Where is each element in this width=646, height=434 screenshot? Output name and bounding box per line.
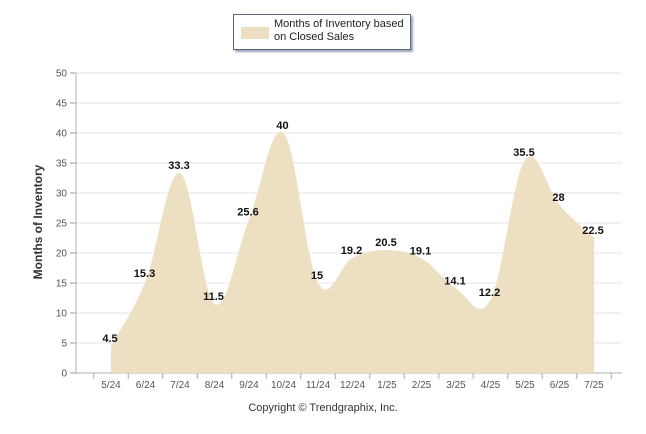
y-tick-label: 25 <box>56 219 68 230</box>
data-label: 25.6 <box>237 206 258 218</box>
x-tick-label: 1/25 <box>377 380 397 391</box>
x-tick-label: 8/24 <box>205 380 225 391</box>
data-label: 11.5 <box>203 291 224 303</box>
y-tick-label: 35 <box>56 159 68 170</box>
x-tick-label: 6/24 <box>136 380 156 391</box>
data-label: 40 <box>276 120 288 132</box>
y-tick-label: 45 <box>56 99 68 110</box>
area-series <box>111 131 594 373</box>
y-axis-title: Months of Inventory <box>31 164 45 280</box>
x-tick-label: 4/25 <box>481 380 501 391</box>
y-tick-label: 0 <box>61 369 67 380</box>
data-label: 33.3 <box>168 160 189 172</box>
data-label: 20.5 <box>375 237 396 249</box>
y-tick-label: 5 <box>61 339 67 350</box>
x-tick-label: 12/24 <box>340 380 365 391</box>
area-fill <box>111 131 594 373</box>
y-tick-label: 15 <box>56 279 68 290</box>
legend-swatch <box>241 27 269 39</box>
data-label: 14.1 <box>444 275 465 287</box>
data-label: 15.3 <box>134 268 155 280</box>
data-labels: 4.5 15.3 33.3 11.5 25.6 40 15 19.2 20.5 19.1 14.1 1… <box>102 120 603 345</box>
x-tick-label: 7/24 <box>170 380 190 391</box>
y-tick-label: 10 <box>56 309 68 320</box>
x-tick-label: 9/24 <box>239 380 259 391</box>
data-label: 12.2 <box>479 287 500 299</box>
copyright-credit: Copyright © Trendgraphix, Inc. <box>248 402 398 414</box>
data-label: 35.5 <box>513 147 534 159</box>
x-tick-label: 5/25 <box>515 380 535 391</box>
data-label: 19.1 <box>410 245 431 257</box>
data-label: 28 <box>552 192 564 204</box>
legend: Months of Inventory based on Closed Sale… <box>233 14 411 50</box>
x-tick-label: 2/25 <box>412 380 432 391</box>
x-tick-label: 7/25 <box>584 380 604 391</box>
data-label: 19.2 <box>341 245 362 257</box>
x-tick-label: 11/24 <box>306 380 331 391</box>
x-axis: 5/24 6/24 7/24 8/24 9/24 10/24 11/24 12/24 1/25 2… <box>93 373 612 391</box>
y-tick-label: 20 <box>56 249 68 260</box>
data-label: 4.5 <box>102 333 117 345</box>
data-label: 15 <box>311 270 323 282</box>
x-tick-label: 3/25 <box>446 380 466 391</box>
y-tick-label: 30 <box>56 189 68 200</box>
legend-label: Months of Inventory based on Closed Sale… <box>274 18 404 43</box>
data-label: 22.5 <box>582 225 603 237</box>
y-tick-label: 40 <box>56 129 68 140</box>
x-tick-label: 10/24 <box>271 380 296 391</box>
x-tick-label: 6/25 <box>550 380 570 391</box>
y-tick-label: 50 <box>56 69 68 80</box>
x-tick-label: 5/24 <box>101 380 121 391</box>
y-axis: 0 5 10 15 20 25 30 35 40 45 50 <box>56 69 77 380</box>
